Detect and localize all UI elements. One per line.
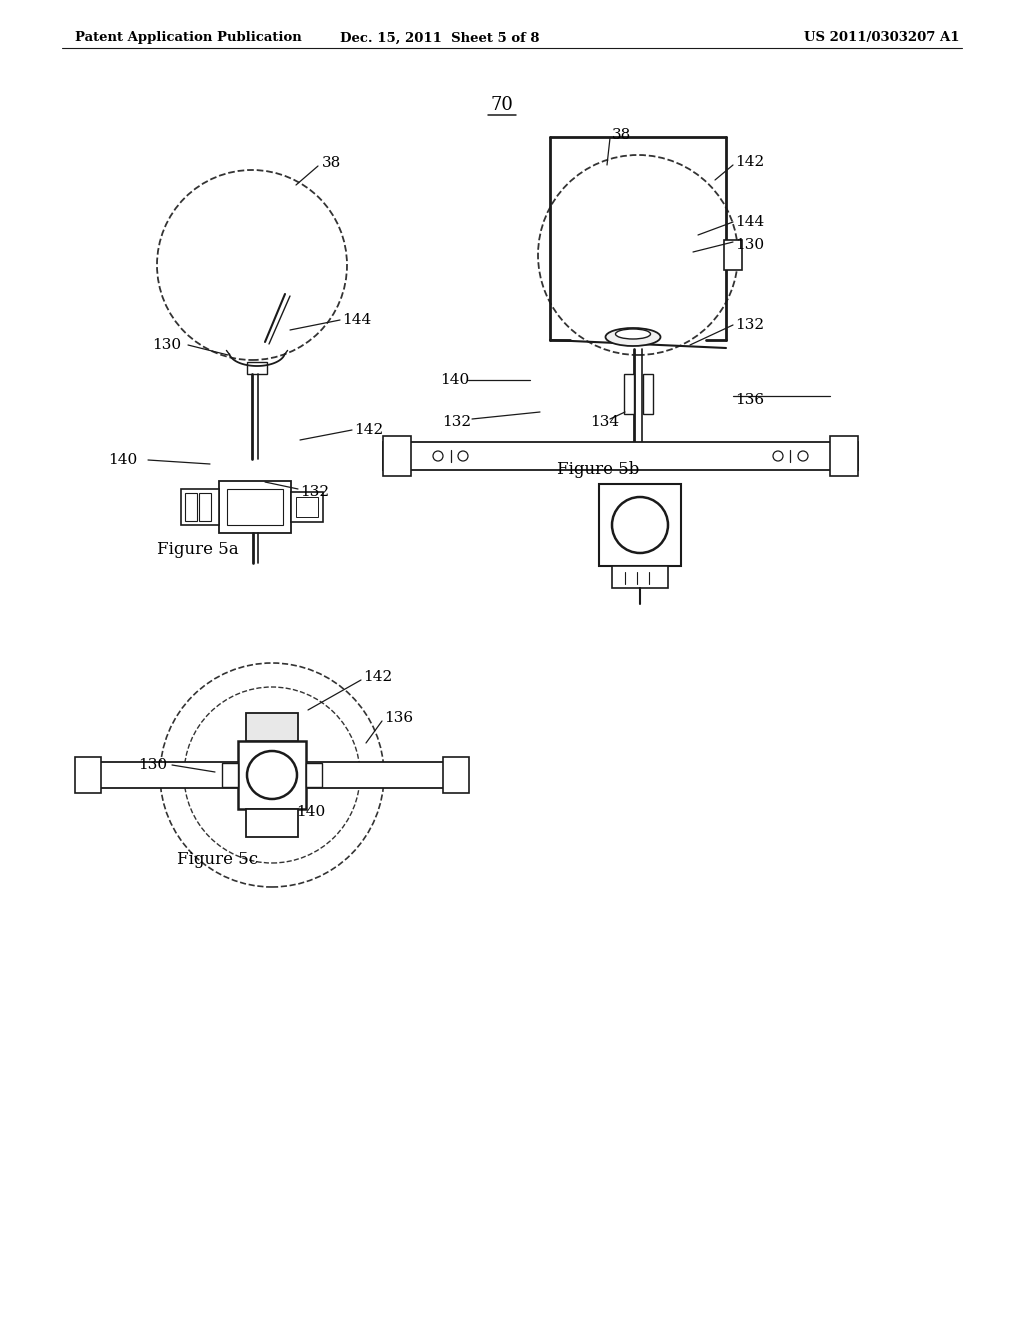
Text: 130: 130 — [138, 758, 167, 772]
Bar — [77, 762, 467, 788]
Text: 130: 130 — [152, 338, 181, 352]
Text: 38: 38 — [322, 156, 341, 170]
Bar — [75, 756, 101, 793]
Text: 144: 144 — [342, 313, 372, 327]
Text: 142: 142 — [362, 671, 392, 684]
Bar — [306, 763, 322, 787]
Text: 132: 132 — [300, 484, 329, 499]
Bar — [246, 809, 298, 837]
Text: 140: 140 — [108, 453, 137, 467]
Circle shape — [433, 451, 443, 461]
Text: US 2011/0303207 A1: US 2011/0303207 A1 — [805, 32, 961, 45]
Ellipse shape — [605, 327, 660, 346]
Bar — [612, 566, 668, 587]
Bar — [443, 756, 469, 793]
Bar — [222, 763, 238, 787]
Text: 136: 136 — [735, 393, 764, 407]
Bar — [830, 436, 858, 477]
Bar — [246, 713, 298, 741]
Text: 132: 132 — [442, 414, 471, 429]
Text: 140: 140 — [296, 805, 326, 818]
Text: 136: 136 — [384, 711, 413, 725]
Circle shape — [798, 451, 808, 461]
Circle shape — [538, 154, 738, 355]
Ellipse shape — [615, 329, 650, 339]
Text: 130: 130 — [735, 238, 764, 252]
Bar — [643, 374, 653, 414]
Circle shape — [612, 498, 668, 553]
Text: 140: 140 — [440, 374, 469, 387]
Bar — [185, 492, 197, 521]
Text: 134: 134 — [590, 414, 620, 429]
Bar — [383, 442, 858, 470]
Text: 144: 144 — [735, 215, 764, 228]
Text: 38: 38 — [612, 128, 631, 143]
Bar — [599, 484, 681, 566]
Bar — [238, 741, 306, 809]
Text: 132: 132 — [735, 318, 764, 333]
Text: Dec. 15, 2011  Sheet 5 of 8: Dec. 15, 2011 Sheet 5 of 8 — [340, 32, 540, 45]
Text: 142: 142 — [735, 154, 764, 169]
Text: 142: 142 — [354, 422, 383, 437]
Bar — [227, 488, 283, 525]
Text: Patent Application Publication: Patent Application Publication — [75, 32, 302, 45]
Circle shape — [157, 170, 347, 360]
Bar — [247, 362, 267, 374]
Bar — [296, 498, 318, 517]
Text: 70: 70 — [490, 96, 513, 114]
Circle shape — [773, 451, 783, 461]
Bar — [624, 374, 634, 414]
Bar — [383, 436, 411, 477]
Bar — [291, 492, 323, 521]
Bar — [199, 492, 211, 521]
Text: Figure 5b: Figure 5b — [557, 462, 639, 479]
Bar — [724, 240, 742, 271]
Ellipse shape — [247, 751, 297, 799]
Circle shape — [184, 686, 360, 863]
Text: Figure 5a: Figure 5a — [158, 541, 239, 558]
Bar — [219, 480, 291, 533]
Text: Figure 5c: Figure 5c — [177, 851, 259, 869]
Circle shape — [458, 451, 468, 461]
Circle shape — [160, 663, 384, 887]
Bar — [181, 488, 219, 525]
